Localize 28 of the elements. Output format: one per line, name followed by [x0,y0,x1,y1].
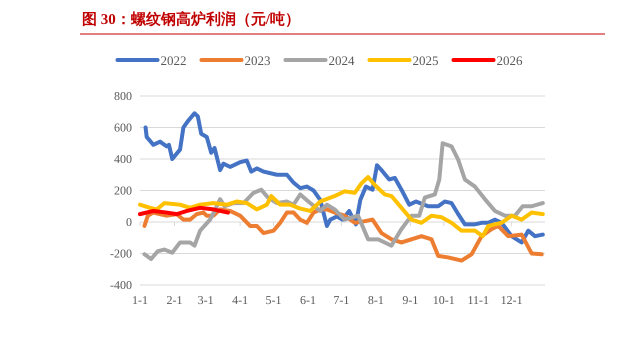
legend-label: 2024 [328,53,355,68]
legend-label: 2023 [244,53,270,68]
y-tick-label: 0 [126,215,132,229]
line-series [144,111,545,244]
x-tick-label: 5-1 [266,293,282,307]
legend-label: 2026 [496,53,523,68]
y-tick-label: 400 [114,152,132,166]
x-tick-label: 11-1 [467,293,490,307]
legend-label: 2022 [160,53,186,68]
chart-title: 图 30：螺纹钢高炉利润（元/吨） [82,10,300,28]
x-tick-label: 7-1 [333,293,350,307]
y-tick-label: 200 [114,184,132,198]
line-series [138,206,230,216]
x-tick-label: 8-1 [368,293,384,307]
legend-label: 2025 [412,53,438,68]
x-tick-label: 12-1 [500,293,523,307]
x-tick-label: 2-1 [166,293,182,307]
x-tick-label: 10-1 [432,293,455,307]
x-tick-label: 1-1 [132,293,148,307]
x-tick-label: 9-1 [402,293,418,307]
line-series [138,175,545,238]
y-tick-label: 800 [114,89,132,103]
x-tick-label: 4-1 [232,293,248,307]
y-tick-label: -200 [110,246,132,260]
y-tick-label: -400 [110,278,132,292]
y-tick-label: 600 [114,120,132,134]
x-tick-label: 6-1 [300,293,316,307]
x-tick-label: 3-1 [198,293,214,307]
